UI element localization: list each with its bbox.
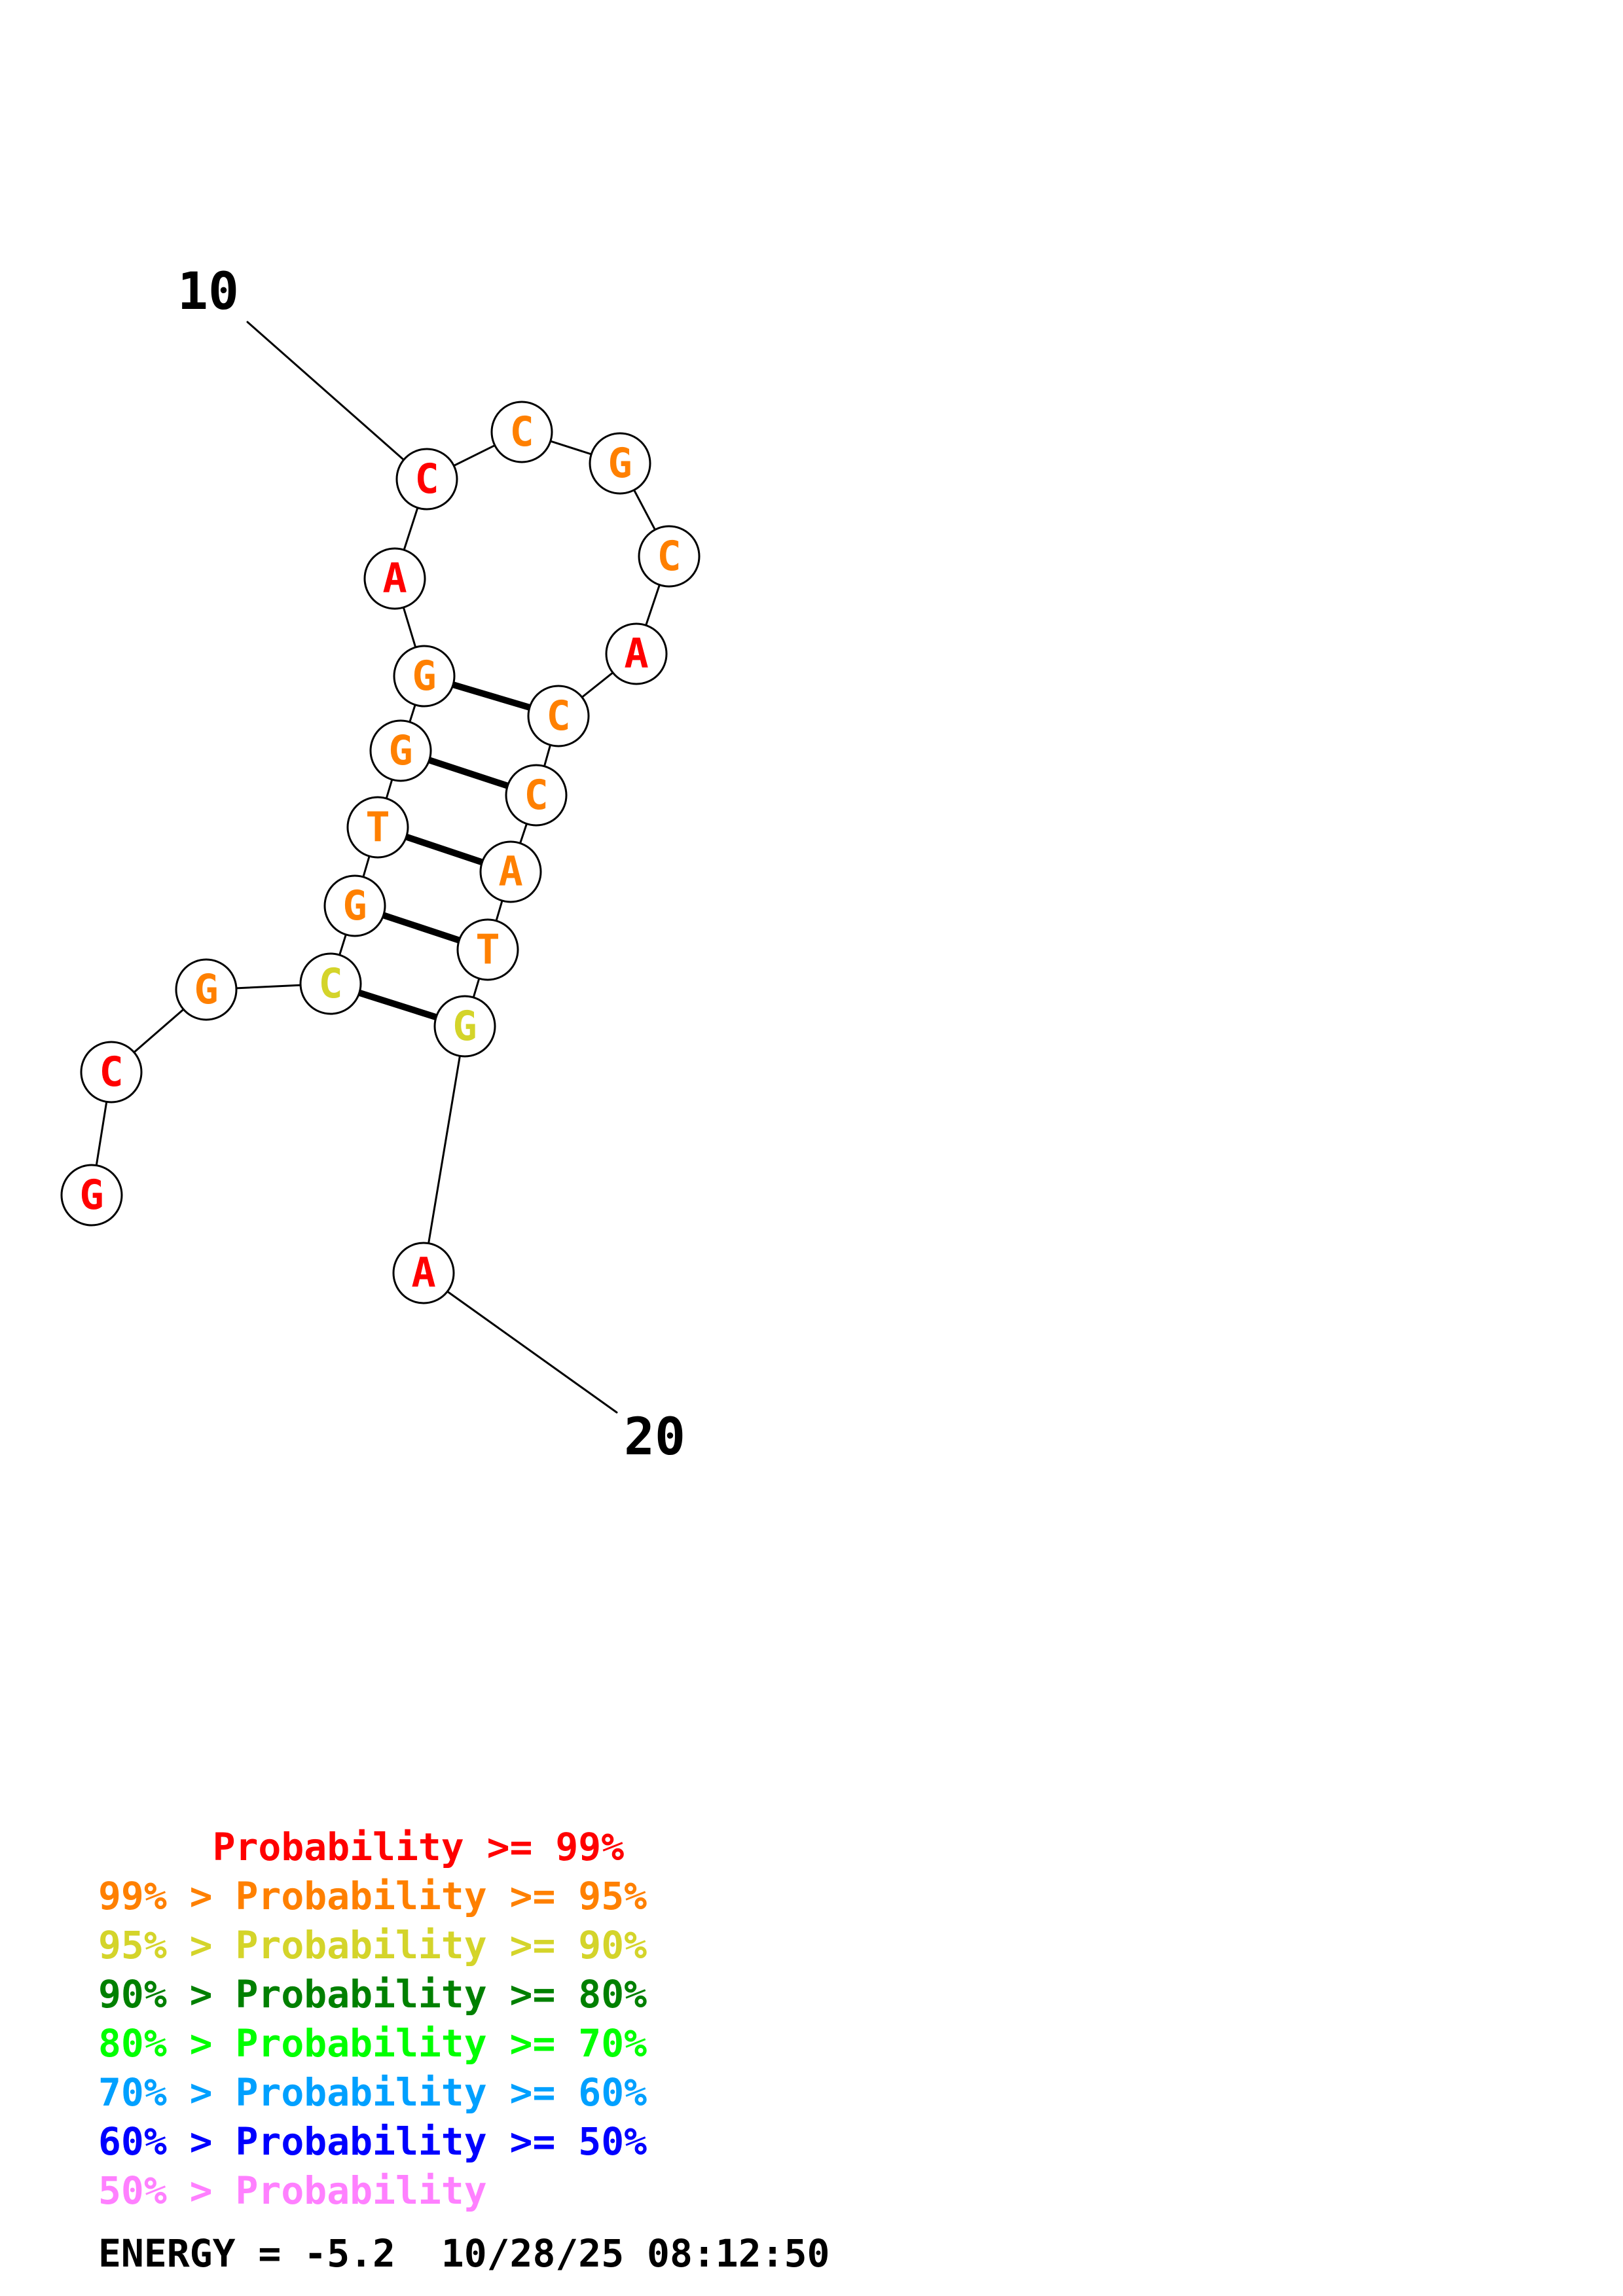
nucleotide-circle	[505, 764, 568, 827]
nucleotide-letter: A	[382, 554, 407, 602]
position-label-20: 20	[624, 1408, 685, 1467]
label-20-leader-line	[446, 1290, 618, 1414]
nucleotide-circle	[395, 448, 458, 511]
nucleotide-letter: C	[524, 771, 548, 819]
nucleotide: A	[479, 840, 542, 903]
legend-line-p70: 80% > Probability >= 70%	[98, 2021, 647, 2066]
nucleotide: T	[456, 918, 519, 981]
position-label-10: 10	[177, 262, 239, 321]
nucleotide: A	[392, 1242, 455, 1304]
legend-line-p60: 70% > Probability >= 60%	[98, 2070, 647, 2115]
legend-line-p90: 95% > Probability >= 90%	[98, 1923, 647, 1967]
nucleotide-letter: A	[411, 1249, 435, 1297]
nucleotide-letter: G	[412, 652, 436, 700]
nucleotide-circle	[80, 1041, 143, 1103]
nucleotide-circle	[323, 874, 386, 937]
nucleotide: T	[346, 796, 409, 859]
nucleotide-circle	[638, 525, 701, 588]
nucleotide: C	[505, 764, 568, 827]
nucleotide-circle	[589, 432, 651, 495]
label-10-leader-line	[246, 321, 405, 461]
legend-line-p50: 60% > Probability >= 50%	[98, 2119, 647, 2164]
nucleotide: G	[589, 432, 651, 495]
nucleotide-circle	[393, 645, 456, 708]
nucleotide-circle	[175, 958, 238, 1021]
nucleotide-circle	[60, 1164, 123, 1227]
nucleotide: G	[433, 995, 496, 1058]
nucleotide-circle	[490, 401, 553, 463]
base-pair-bond	[403, 833, 486, 866]
nucleotide-letter: T	[475, 925, 500, 973]
nucleotide: A	[363, 547, 426, 610]
nucleotide-circle	[456, 918, 519, 981]
energy-footer: ENERGY = -5.2 10/28/25 08:12:50	[98, 2231, 830, 2276]
base-pair-bond	[356, 989, 440, 1021]
nucleotide-letter: A	[624, 630, 648, 677]
nucleotide: G	[393, 645, 456, 708]
nucleotide-circle	[346, 796, 409, 859]
nucleotide-circle	[369, 719, 432, 782]
nucleotide-letter: G	[194, 965, 218, 1013]
nucleotide: G	[60, 1164, 123, 1227]
nucleotide-circle	[392, 1242, 455, 1304]
nucleotide-letter: G	[388, 726, 412, 774]
nucleotide-letter: G	[342, 882, 367, 929]
nucleotide: G	[323, 874, 386, 937]
nucleotide: G	[175, 958, 238, 1021]
nucleotide-letter: C	[99, 1048, 123, 1096]
nucleotide: C	[80, 1041, 143, 1103]
nucleotide-letter: G	[452, 1002, 477, 1050]
nucleotide-letter: A	[498, 848, 522, 895]
structure-edges	[90, 321, 670, 1414]
base-pair-bond	[426, 757, 511, 789]
nucleotide: G	[369, 719, 432, 782]
backbone-segment	[422, 1025, 466, 1274]
legend-line-p80: 90% > Probability >= 80%	[98, 1972, 647, 2017]
nucleotide-circle	[605, 622, 668, 685]
nucleotide: A	[605, 622, 668, 685]
nucleotide-circle	[433, 995, 496, 1058]
legend-line-p99: Probability >= 99%	[98, 1825, 625, 1869]
base-pair-bond	[380, 912, 463, 944]
nucleotide-letter: C	[657, 532, 681, 580]
legend-line-p95: 99% > Probability >= 95%	[98, 1874, 647, 1918]
nucleotide-letter: C	[546, 692, 570, 740]
nucleotide: C	[527, 685, 590, 747]
nucleotide-letter: G	[79, 1171, 103, 1219]
nucleotide-letter: C	[318, 960, 342, 1007]
nucleotide-letter: T	[365, 803, 390, 851]
nucleotide-letter: G	[608, 439, 632, 487]
nucleotide-circle	[527, 685, 590, 747]
nucleotide: C	[638, 525, 701, 588]
legend-line-below-50: 50% > Probability	[98, 2168, 487, 2213]
nucleotide-circle	[479, 840, 542, 903]
nucleotide: C	[299, 952, 362, 1015]
base-pair-bond	[450, 681, 533, 711]
nucleotide: C	[395, 448, 458, 511]
nucleotide: C	[490, 401, 553, 463]
nucleotide-circle	[363, 547, 426, 610]
nucleotide-circle	[299, 952, 362, 1015]
nucleotide-letter: C	[509, 408, 534, 456]
nucleotide-letter: C	[414, 455, 439, 503]
